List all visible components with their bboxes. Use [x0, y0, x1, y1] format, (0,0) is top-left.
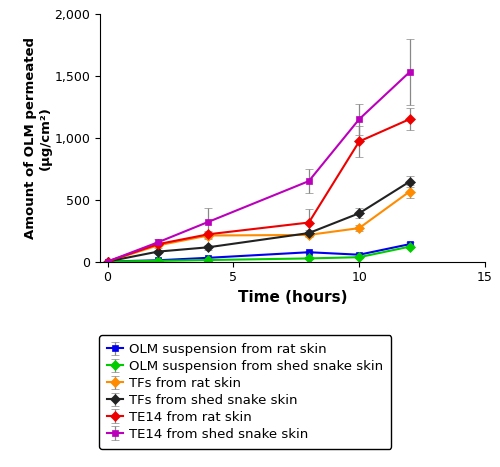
Y-axis label: Amount of OLM permeated
(μg/cm²): Amount of OLM permeated (μg/cm²): [24, 37, 52, 239]
Legend: OLM suspension from rat skin, OLM suspension from shed snake skin, TFs from rat : OLM suspension from rat skin, OLM suspen…: [99, 335, 392, 449]
X-axis label: Time (hours): Time (hours): [238, 290, 347, 305]
